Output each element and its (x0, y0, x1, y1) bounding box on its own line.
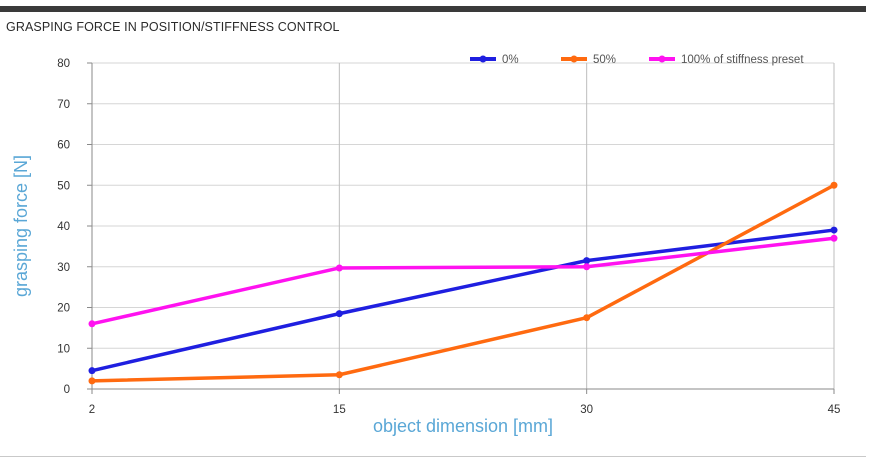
legend-label: 50% (593, 54, 616, 66)
y-tick-label: 80 (57, 58, 70, 70)
data-point (335, 310, 343, 318)
x-axis-title: object dimension [mm] (373, 416, 553, 436)
data-point (830, 181, 838, 189)
series-line (90, 236, 836, 326)
data-point (830, 234, 838, 242)
x-tick-label: 30 (580, 404, 593, 416)
legend-marker (570, 55, 578, 63)
y-tick-label: 20 (57, 303, 70, 315)
series-line (90, 183, 836, 383)
y-axis-title: grasping force [N] (11, 155, 31, 297)
data-point (88, 377, 96, 385)
y-tick-label: 40 (57, 221, 70, 233)
chart-title: GRASPING FORCE IN POSITION/STIFFNESS CON… (6, 20, 340, 34)
axes: 0 10 20 30 40 50 60 70 80 2 15 30 45 (57, 58, 840, 416)
x-tick-label: 45 (828, 404, 841, 416)
y-tick-label: 30 (57, 262, 70, 274)
data-point (583, 314, 591, 322)
data-point (88, 320, 96, 328)
series-line (90, 228, 836, 373)
legend-label: 0% (502, 54, 519, 66)
data-point (335, 371, 343, 379)
legend: 0% 50% 100% of stiffness preset (470, 54, 804, 66)
data-point (583, 257, 591, 265)
y-tick-label: 10 (57, 343, 70, 355)
y-tick-label: 0 (64, 384, 70, 396)
x-tick-label: 15 (333, 404, 346, 416)
y-tick-label: 60 (57, 140, 70, 152)
data-point (335, 264, 343, 272)
top-rule (0, 6, 866, 12)
series-layer (88, 181, 838, 385)
legend-marker (479, 55, 487, 63)
grid (92, 62, 835, 389)
legend-marker (658, 55, 666, 63)
data-point (830, 226, 838, 234)
x-tick-label: 2 (89, 404, 95, 416)
y-tick-label: 50 (57, 180, 70, 192)
legend-label: 100% of stiffness preset (681, 54, 804, 66)
data-point (88, 367, 96, 375)
bottom-rule (0, 456, 866, 457)
data-point (583, 263, 591, 271)
y-tick-label: 70 (57, 99, 70, 111)
